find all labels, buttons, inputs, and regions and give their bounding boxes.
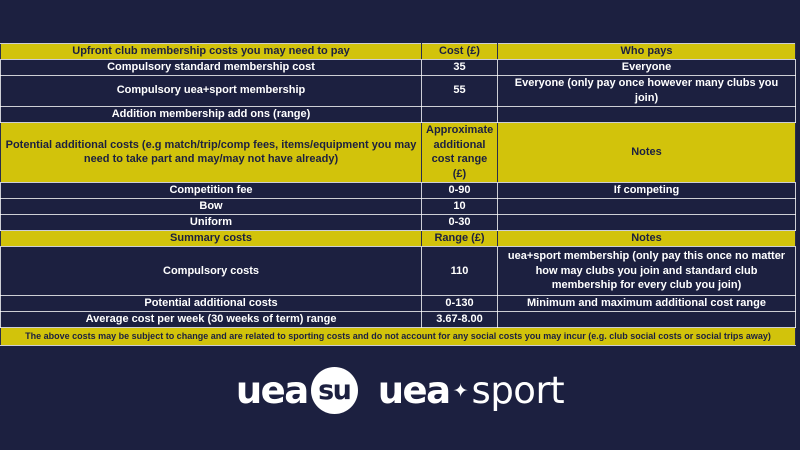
cell-cost bbox=[421, 105, 498, 123]
cell-cost: 0-90 bbox=[421, 182, 498, 200]
ueasu-circle-text: su bbox=[318, 374, 352, 406]
header-cell-notes: Notes bbox=[497, 121, 796, 184]
cell-notes bbox=[497, 105, 796, 123]
cell-description: Bow bbox=[0, 198, 422, 216]
cell-notes: Minimum and maximum additional cost rang… bbox=[497, 295, 796, 313]
cell-notes: uea+sport membership (only pay this once… bbox=[497, 246, 796, 297]
header-cell-summary: Summary costs bbox=[0, 230, 422, 248]
cell-description: Competition fee bbox=[0, 182, 422, 200]
cell-description: Addition membership add ons (range) bbox=[0, 105, 422, 123]
cell-notes bbox=[497, 198, 796, 216]
cell-cost: 10 bbox=[421, 198, 498, 216]
header-cell-cost: Cost (£) bbox=[421, 43, 498, 60]
table-row: Compulsory uea+sport membership 55 Every… bbox=[0, 75, 796, 107]
uea-sport-logo-sport-text: sport bbox=[471, 368, 565, 412]
table-row-additional-header: Potential additional costs (e.g match/tr… bbox=[0, 121, 796, 184]
cell-description: Compulsory costs bbox=[0, 246, 422, 297]
cell-notes: If competing bbox=[497, 182, 796, 200]
cell-notes bbox=[497, 214, 796, 232]
ueasu-logo: uea su bbox=[235, 366, 358, 414]
table-row: Potential additional costs 0-130 Minimum… bbox=[0, 295, 796, 313]
header-cell-description: Potential additional costs (e.g match/tr… bbox=[0, 121, 422, 184]
cell-notes: Everyone (only pay once however many clu… bbox=[497, 75, 796, 107]
cell-cost: 0-130 bbox=[421, 295, 498, 313]
table-row: Compulsory costs 110 uea+sport membershi… bbox=[0, 246, 796, 297]
ueasu-circle-icon: su bbox=[310, 366, 358, 414]
table-row: Uniform 0-30 bbox=[0, 214, 796, 232]
cell-cost: 110 bbox=[421, 246, 498, 297]
uea-sport-logo-uea-text: uea bbox=[377, 368, 451, 412]
membership-costs-table: Upfront club membership costs you may ne… bbox=[0, 43, 796, 347]
table-row-upfront-header: Upfront club membership costs you may ne… bbox=[0, 43, 796, 60]
uea-sport-logo: uea ✦ sport bbox=[377, 368, 565, 412]
star-icon: ✦ bbox=[452, 379, 469, 402]
ueasu-logo-text: uea bbox=[235, 368, 309, 412]
cell-description: Compulsory standard membership cost bbox=[0, 59, 422, 76]
cell-description: Average cost per week (30 weeks of term)… bbox=[0, 311, 422, 329]
cell-cost: 0-30 bbox=[421, 214, 498, 232]
cell-cost: 3.67-8.00 bbox=[421, 311, 498, 329]
table-row-disclaimer: The above costs may be subject to change… bbox=[0, 327, 796, 347]
table-row: Bow 10 bbox=[0, 198, 796, 216]
table-row: Compulsory standard membership cost 35 E… bbox=[0, 59, 796, 76]
table-row: Competition fee 0-90 If competing bbox=[0, 182, 796, 200]
cell-notes: Everyone bbox=[497, 59, 796, 76]
header-cell-who-pays: Who pays bbox=[497, 43, 796, 60]
cell-description: Compulsory uea+sport membership bbox=[0, 75, 422, 107]
cell-cost: 35 bbox=[421, 59, 498, 76]
cell-cost: 55 bbox=[421, 75, 498, 107]
header-cell-description: Upfront club membership costs you may ne… bbox=[0, 43, 422, 60]
table-row: Addition membership add ons (range) bbox=[0, 105, 796, 123]
header-cell-range: Range (£) bbox=[421, 230, 498, 248]
table-row-summary-header: Summary costs Range (£) Notes bbox=[0, 230, 796, 248]
cell-description: Potential additional costs bbox=[0, 295, 422, 313]
logo-row: uea su uea ✦ sport bbox=[0, 360, 800, 420]
table-row: Average cost per week (30 weeks of term)… bbox=[0, 311, 796, 329]
disclaimer-text: The above costs may be subject to change… bbox=[0, 327, 796, 347]
cell-description: Uniform bbox=[0, 214, 422, 232]
header-cell-cost-range: Approximate additional cost range (£) bbox=[421, 121, 498, 184]
header-cell-notes: Notes bbox=[497, 230, 796, 248]
cell-notes bbox=[497, 311, 796, 329]
